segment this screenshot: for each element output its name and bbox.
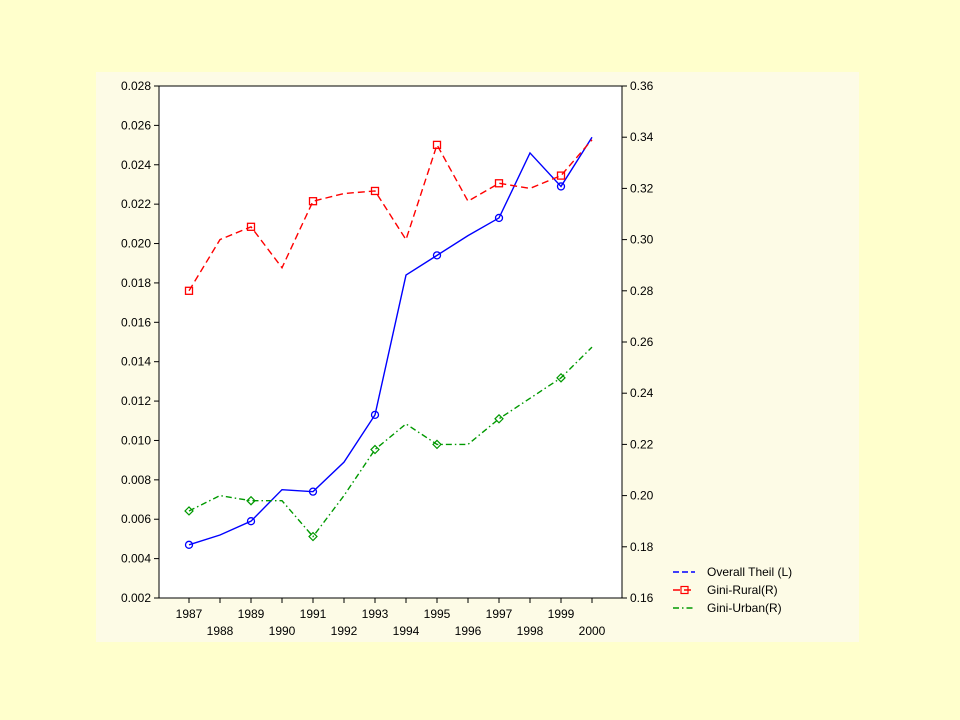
data-point-overall-theil-l	[184, 540, 194, 549]
left-y-axis: 0.002 0.004 0.006 0.008 0.010 0.012 0.014 0.016…	[121, 79, 159, 605]
series-layer	[184, 136, 593, 549]
left-y-tick-label: 0.018	[121, 276, 151, 290]
right-y-axis: 0.16 0.18 0.20 0.22 0.24 0.26 0.28 0.30 0.32 0.34…	[622, 79, 654, 605]
data-point-gini-rural-r	[556, 171, 566, 180]
data-point-gini-rural-r	[184, 286, 194, 295]
series-line-overall-theil-l	[188, 136, 593, 546]
data-point-overall-theil-l	[370, 410, 380, 420]
left-y-tick-label: 0.012	[121, 394, 151, 408]
chart-panel: 0.002 0.004 0.006 0.008 0.010 0.012 0.014 0.016…	[96, 72, 859, 642]
data-point-gini-urban-r	[432, 439, 442, 450]
data-point-gini-urban-r	[308, 531, 318, 542]
data-point-gini-urban-r	[246, 495, 256, 506]
data-point-gini-rural-r	[370, 186, 380, 196]
data-point-overall-theil-l	[432, 251, 442, 260]
left-y-tick-label: 0.006	[121, 512, 151, 526]
left-y-tick-label: 0.026	[121, 118, 151, 132]
right-y-tick-label: 0.28	[630, 284, 654, 298]
left-y-tick-label: 0.002	[121, 591, 151, 605]
right-y-tick-label: 0.18	[630, 540, 654, 554]
right-y-tick-label: 0.30	[630, 233, 654, 247]
legend-label-gini-urban-r: Gini-Urban(R)	[707, 601, 782, 615]
right-y-tick-label: 0.36	[630, 79, 654, 93]
x-tick-label: 1996	[455, 624, 482, 638]
left-y-tick-label: 0.004	[121, 552, 151, 566]
data-point-gini-urban-r	[370, 444, 380, 455]
x-tick-label: 1988	[207, 624, 234, 638]
left-y-tick-label: 0.016	[121, 315, 151, 329]
x-tick-label: 1995	[424, 607, 451, 621]
left-y-tick-label: 0.014	[121, 355, 151, 369]
left-y-tick-label: 0.022	[121, 197, 151, 211]
data-point-gini-urban-r	[494, 413, 504, 424]
legend-marker-gini-rural-r	[680, 585, 689, 595]
x-tick-label: 1991	[300, 607, 327, 621]
data-point-gini-rural-r	[246, 222, 256, 231]
left-y-tick-label: 0.024	[121, 158, 151, 172]
data-point-gini-rural-r	[432, 140, 442, 150]
data-point-overall-theil-l	[494, 213, 504, 223]
right-y-tick-label: 0.32	[630, 181, 654, 195]
right-y-tick-label: 0.24	[630, 386, 654, 400]
x-tick-label: 1997	[486, 607, 513, 621]
right-y-tick-label: 0.22	[630, 437, 654, 451]
x-tick-label: 1987	[176, 607, 203, 621]
legend: Overall Theil (L) Gini-Rural(R) Gini-Urban…	[673, 565, 792, 615]
data-point-gini-urban-r	[184, 506, 194, 516]
legend-label-overall-theil-l: Overall Theil (L)	[707, 565, 792, 579]
x-tick-label: 1989	[238, 607, 265, 621]
series-line-gini-rural-r	[188, 139, 593, 292]
x-axis: 1987 1989 1991 1993 1995 1997 1999 1988 1990 1992…	[176, 598, 606, 638]
right-y-tick-label: 0.26	[630, 335, 654, 349]
left-y-tick-label: 0.020	[121, 237, 151, 251]
data-point-overall-theil-l	[556, 182, 566, 191]
data-point-gini-rural-r	[494, 179, 504, 188]
right-y-tick-label: 0.16	[630, 591, 654, 605]
left-y-tick-label: 0.028	[121, 79, 151, 93]
legend-label-gini-rural-r: Gini-Rural(R)	[707, 583, 778, 597]
right-y-tick-label: 0.20	[630, 489, 654, 503]
data-point-overall-theil-l	[246, 517, 256, 526]
data-point-gini-urban-r	[556, 372, 566, 383]
left-y-tick-label: 0.010	[121, 433, 151, 447]
left-y-tick-label: 0.008	[121, 473, 151, 487]
x-tick-label: 1990	[269, 624, 296, 638]
right-y-tick-label: 0.34	[630, 130, 654, 144]
x-tick-label: 1992	[331, 624, 358, 638]
data-point-overall-theil-l	[308, 487, 318, 496]
x-tick-label: 1994	[393, 624, 420, 638]
x-tick-label: 2000	[579, 624, 606, 638]
x-tick-label: 1993	[362, 607, 389, 621]
line-chart: 0.002 0.004 0.006 0.008 0.010 0.012 0.014 0.016…	[121, 79, 792, 638]
data-point-gini-rural-r	[308, 197, 318, 206]
x-tick-label: 1999	[548, 607, 575, 621]
x-tick-label: 1998	[517, 624, 544, 638]
series-line-gini-urban-r	[188, 346, 593, 538]
